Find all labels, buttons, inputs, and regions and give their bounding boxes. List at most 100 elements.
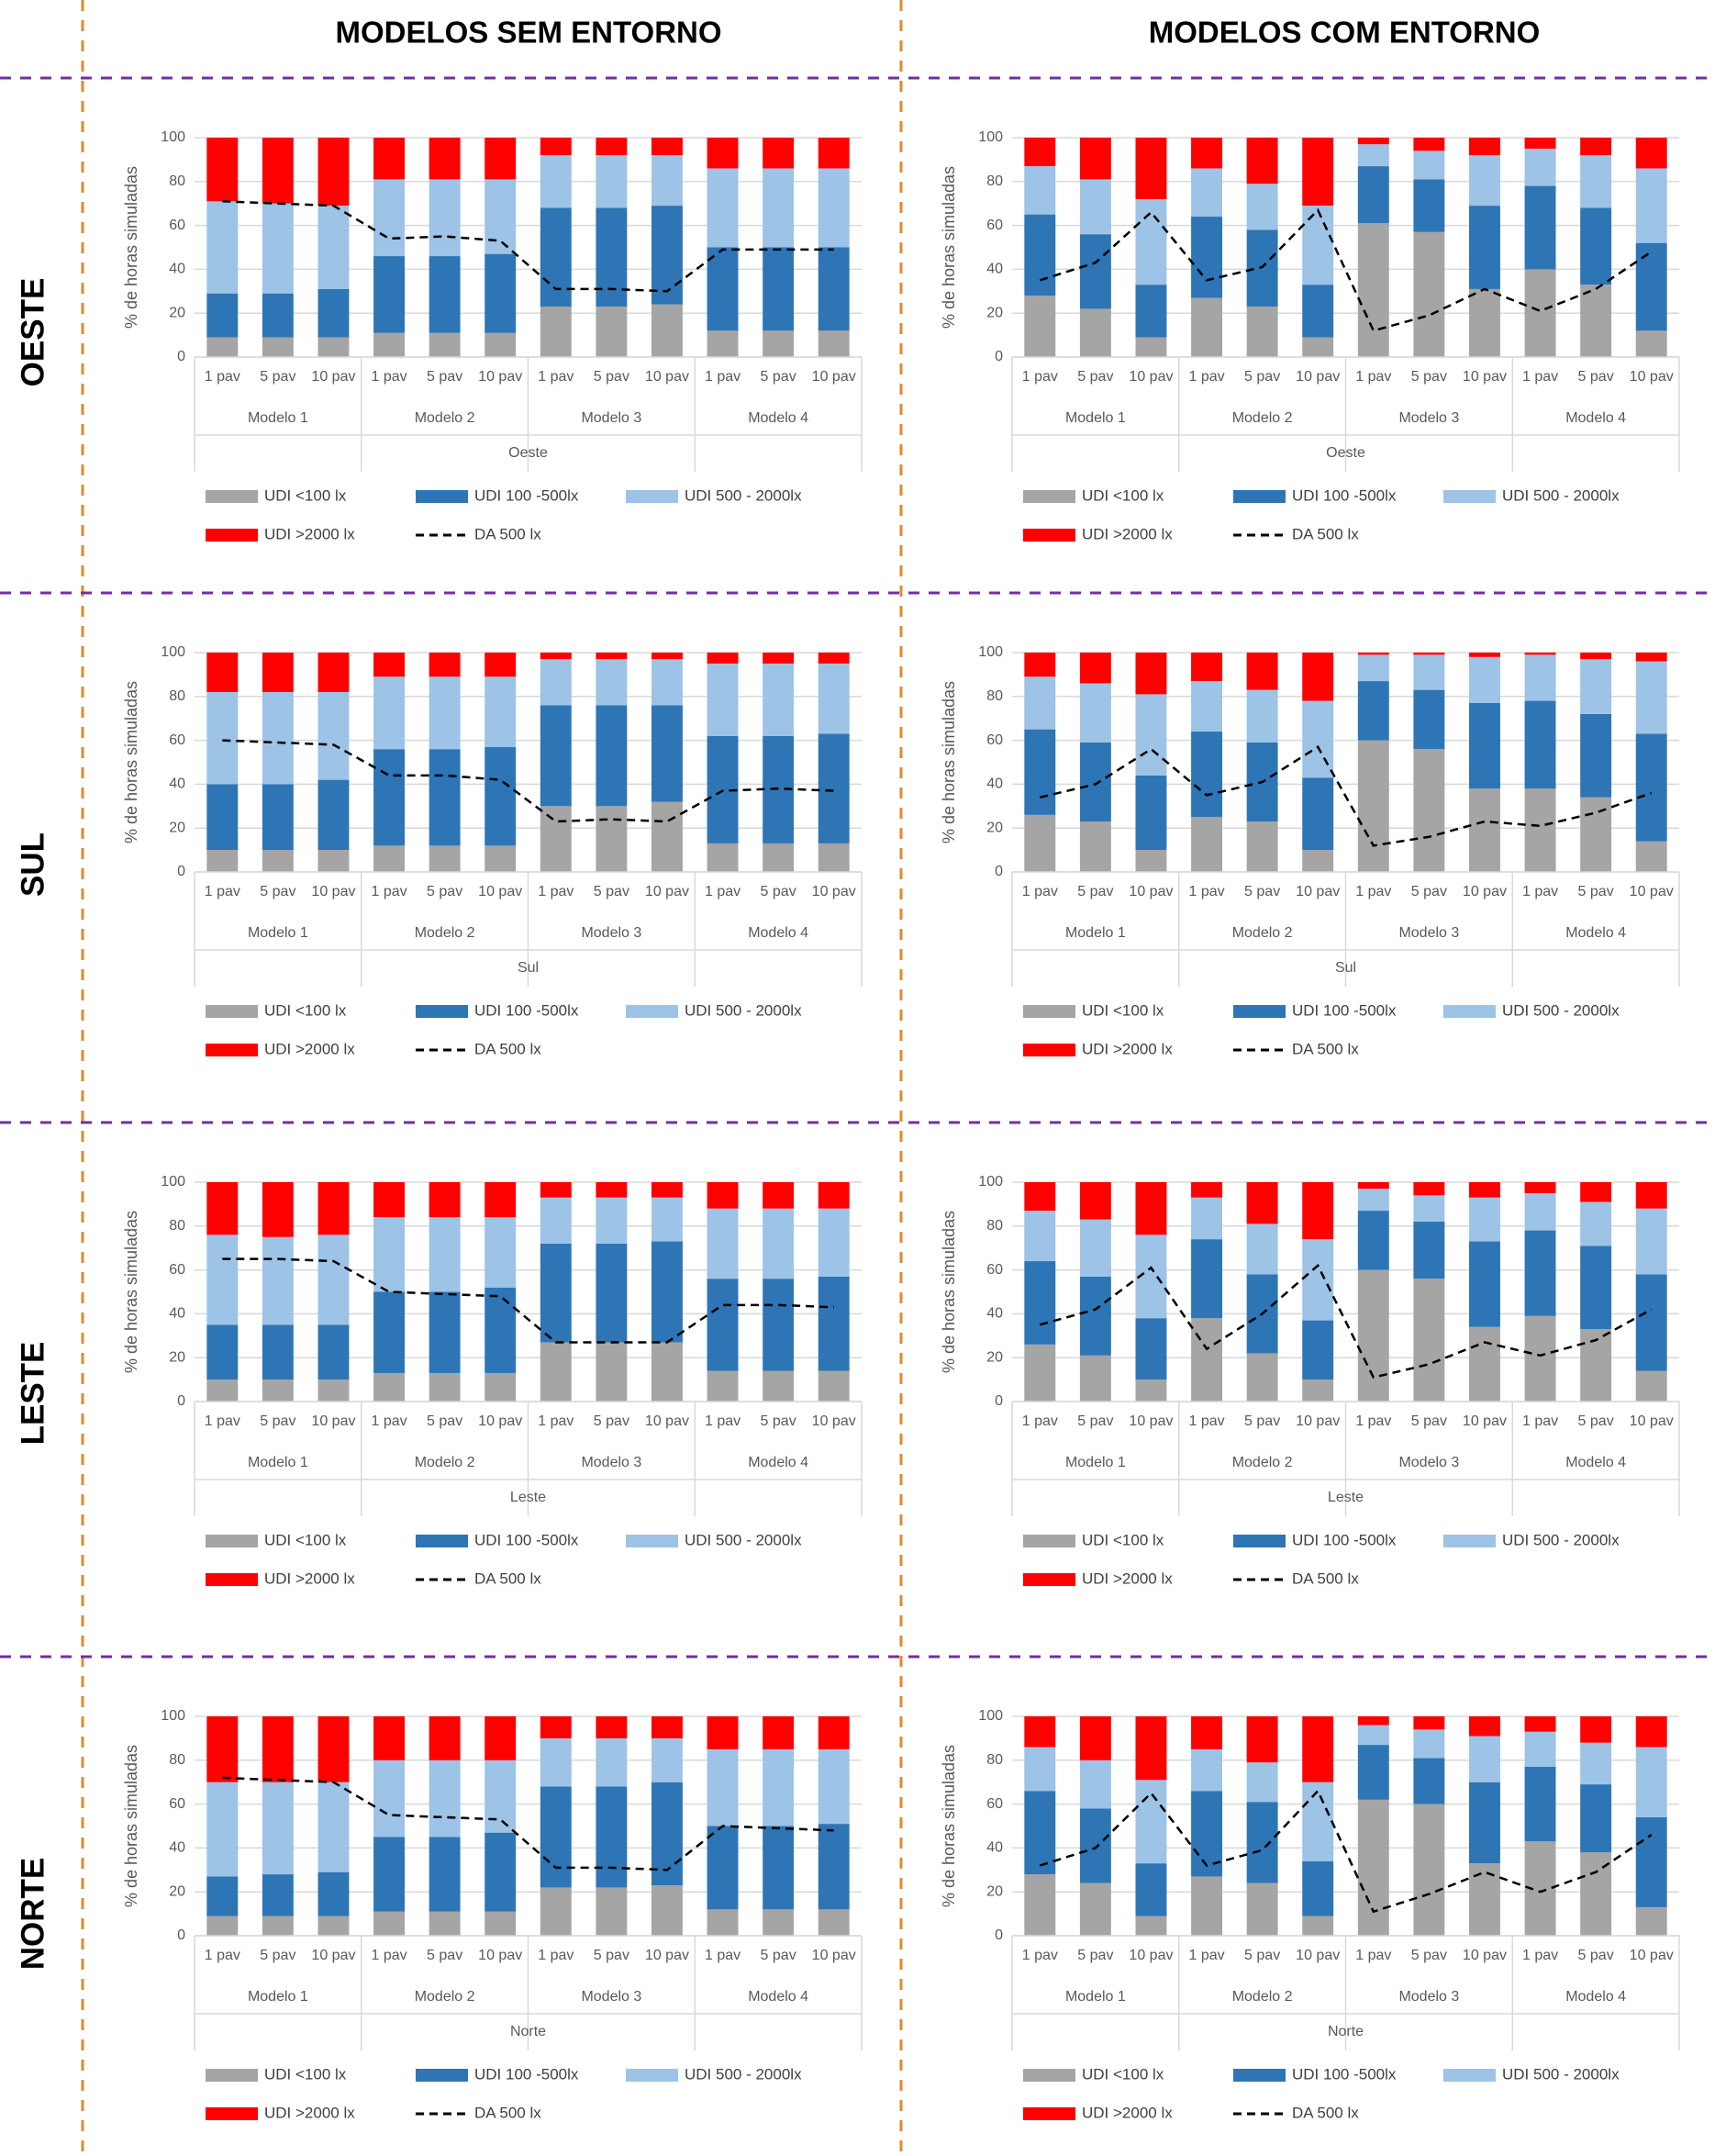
group-label: Modelo 3 [1398, 1989, 1459, 2005]
bar-segment [1135, 1716, 1167, 1781]
x-tick-label: 10 pav [645, 1413, 689, 1429]
legend-label: UDI 100 -500lx [1292, 2065, 1397, 2083]
bar-segment [707, 1716, 739, 1749]
bar-segment [373, 1911, 406, 1936]
bar-segment [1079, 653, 1111, 684]
legend-swatch [206, 2069, 258, 2082]
group-label: Modelo 3 [1398, 925, 1459, 941]
bar-segment [651, 1241, 683, 1343]
y-tick-label: 100 [161, 1174, 185, 1190]
bar-segment [206, 850, 239, 872]
line-series [222, 739, 834, 823]
bar-segment [317, 1871, 350, 1916]
bar-segment [1580, 1182, 1612, 1202]
bar-segment [651, 653, 683, 660]
legend-swatch [206, 2107, 258, 2120]
bar-segment [763, 843, 795, 872]
y-tick-label: 20 [169, 305, 185, 320]
bar-segment [429, 1837, 461, 1912]
bar-segment [373, 1716, 406, 1760]
bar-segment [429, 1372, 461, 1402]
y-tick-label: 80 [169, 1218, 185, 1234]
bar-segment [1302, 1716, 1334, 1782]
bar-segment [484, 253, 517, 333]
bar-segment [540, 307, 572, 357]
bar-segment [707, 843, 739, 872]
bar-segment [1024, 1261, 1056, 1345]
bar-segment [1524, 654, 1556, 701]
bar-segment [1135, 1863, 1167, 1916]
bar-segment [1635, 653, 1667, 662]
legend-swatch [1233, 1005, 1286, 1018]
bar-segment [1191, 168, 1223, 218]
bar-segment [818, 653, 850, 664]
bar-segment [1357, 1716, 1389, 1726]
bar-segment [763, 1748, 795, 1826]
x-tick-label: 5 pav [1578, 884, 1614, 899]
bar-segment [206, 201, 239, 294]
bar-segment [1079, 138, 1111, 180]
bar-segment [596, 1197, 628, 1244]
legend-label: UDI 500 - 2000lx [1502, 2065, 1620, 2083]
y-tick-label: 0 [995, 864, 1003, 879]
bar-segment [262, 1716, 294, 1782]
y-tick-label: 60 [986, 732, 1003, 748]
y-tick-label: 80 [169, 1752, 185, 1768]
x-tick-label: 1 pav [538, 884, 574, 899]
bar-segment [1191, 732, 1223, 818]
bar-segment [206, 1324, 239, 1380]
bar-segment [317, 1234, 350, 1325]
y-tick-label: 0 [995, 1393, 1003, 1409]
x-tick-label: 10 pav [1463, 1948, 1507, 1963]
legend-label: UDI 500 - 2000lx [685, 2065, 802, 2083]
legend-swatch [626, 490, 678, 503]
bar-segment [1302, 850, 1334, 872]
bar-segment [540, 659, 572, 706]
bar-segment [818, 1748, 850, 1825]
y-tick-label: 100 [161, 1708, 185, 1724]
bar-segment [373, 138, 406, 180]
bar-segment [1413, 151, 1445, 180]
bar-segment [262, 1380, 294, 1402]
bar-segment [1635, 733, 1667, 842]
y-tick-label: 60 [169, 1262, 185, 1278]
x-tick-label: 5 pav [1411, 1948, 1447, 1963]
legend-swatch [626, 1535, 678, 1547]
bar-segment [540, 1182, 572, 1198]
bar-segment [1413, 1182, 1445, 1196]
bar-segment [1135, 1380, 1167, 1402]
bar-segment [1135, 1318, 1167, 1380]
legend-swatch [1443, 1535, 1496, 1547]
column-header: MODELOS COM ENTORNO [1149, 16, 1541, 50]
bar-segment [1302, 337, 1334, 357]
bar-segment [206, 653, 239, 693]
bar-segment [1079, 1182, 1111, 1220]
bar-segment [1191, 1748, 1223, 1792]
bar-segment [206, 1876, 239, 1916]
bar-segment [763, 247, 795, 331]
x-tick-label: 1 pav [538, 369, 574, 385]
bar-segment [429, 1716, 461, 1760]
x-tick-label: 10 pav [812, 1948, 856, 1963]
group-label: Modelo 1 [1065, 1989, 1126, 2005]
bar-segment [373, 1217, 406, 1292]
x-axis-title: Norte [1328, 2024, 1364, 2039]
y-tick-label: 0 [177, 1393, 185, 1409]
bar-segment [1524, 700, 1556, 789]
bar-segment [262, 1874, 294, 1916]
bar-segment [1524, 1716, 1556, 1732]
bar-segment [1468, 1241, 1500, 1327]
bar-segment [1246, 1882, 1278, 1936]
legend-swatch [416, 1005, 468, 1018]
y-tick-label: 40 [169, 1306, 185, 1322]
bar-segment [1079, 821, 1111, 872]
bar-segment [1024, 1211, 1056, 1262]
bar-segment [540, 705, 572, 807]
bar-segment [262, 293, 294, 338]
y-tick-label: 80 [986, 1752, 1003, 1768]
bar-segment [1524, 138, 1556, 149]
bar-segment [373, 749, 406, 846]
bar-segment [1468, 788, 1500, 872]
legend-label: DA 500 lx [1292, 1570, 1359, 1587]
